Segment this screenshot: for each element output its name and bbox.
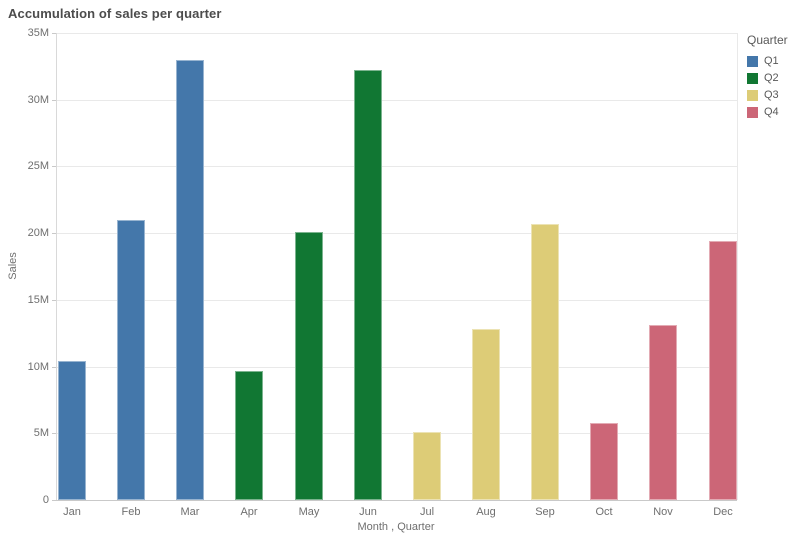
legend-swatch-q2 bbox=[747, 73, 758, 84]
legend-label-q2: Q2 bbox=[764, 72, 779, 84]
x-tick-label-feb: Feb bbox=[121, 506, 141, 518]
legend-label-q3: Q3 bbox=[764, 89, 779, 101]
y-axis-tick-35m bbox=[52, 33, 56, 34]
y-tick-label-20m: 20M bbox=[27, 227, 49, 239]
x-tick-label-oct: Oct bbox=[595, 506, 613, 518]
y-axis-tick-30m bbox=[52, 100, 56, 101]
y-axis-tick-25m bbox=[52, 166, 56, 167]
x-tick-label-jan: Jan bbox=[63, 506, 81, 518]
y-axis-tick-0 bbox=[52, 500, 56, 501]
y-axis-title: Sales bbox=[7, 252, 19, 280]
legend-item-q1[interactable]: Q1 bbox=[747, 56, 797, 67]
bar-jan[interactable] bbox=[58, 361, 86, 500]
x-tick-label-dec: Dec bbox=[713, 506, 733, 518]
y-tick-label-35m: 35M bbox=[27, 27, 49, 39]
gridline-0 bbox=[56, 500, 737, 501]
x-axis-title: Month , Quarter bbox=[357, 521, 435, 533]
y-axis-tick-10m bbox=[52, 367, 56, 368]
legend-item-q3[interactable]: Q3 bbox=[747, 90, 797, 101]
legend-swatch-q1 bbox=[747, 56, 758, 67]
legend-item-q4[interactable]: Q4 bbox=[747, 107, 797, 118]
gridline-35m bbox=[56, 33, 737, 34]
legend-title: Quarter bbox=[747, 33, 788, 47]
bar-sep[interactable] bbox=[531, 224, 559, 500]
x-tick-label-apr: Apr bbox=[240, 506, 258, 518]
bar-nov[interactable] bbox=[649, 325, 677, 500]
gridline-20m bbox=[56, 233, 737, 234]
y-tick-label-30m: 30M bbox=[27, 94, 49, 106]
legend-swatch-q4 bbox=[747, 107, 758, 118]
gridline-25m bbox=[56, 166, 737, 167]
gridline-15m bbox=[56, 300, 737, 301]
plot-right-border bbox=[737, 33, 738, 500]
legend-label-q1: Q1 bbox=[764, 55, 779, 67]
bar-oct[interactable] bbox=[590, 423, 618, 500]
y-tick-label-5m: 5M bbox=[33, 427, 49, 439]
legend-items: Q1 Q2 Q3 Q4 bbox=[747, 56, 797, 118]
bar-mar[interactable] bbox=[176, 60, 204, 500]
legend-item-q2[interactable]: Q2 bbox=[747, 73, 797, 84]
bar-dec[interactable] bbox=[709, 241, 737, 500]
bar-jul[interactable] bbox=[413, 432, 441, 500]
gridline-30m bbox=[56, 100, 737, 101]
legend-swatch-q3 bbox=[747, 90, 758, 101]
x-tick-label-nov: Nov bbox=[653, 506, 673, 518]
y-axis-tick-5m bbox=[52, 433, 56, 434]
bar-may[interactable] bbox=[295, 232, 323, 500]
y-tick-label-0: 0 bbox=[42, 494, 49, 506]
x-tick-label-mar: Mar bbox=[180, 506, 200, 518]
y-tick-label-15m: 15M bbox=[27, 294, 49, 306]
legend-label-q4: Q4 bbox=[764, 106, 779, 118]
gridline-5m bbox=[56, 433, 737, 434]
y-axis-line bbox=[56, 33, 57, 500]
x-tick-label-may: May bbox=[298, 506, 320, 518]
bar-jun[interactable] bbox=[354, 70, 382, 500]
bar-aug[interactable] bbox=[472, 329, 500, 500]
chart-title: Accumulation of sales per quarter bbox=[8, 6, 222, 21]
x-tick-label-sep: Sep bbox=[535, 506, 555, 518]
bar-apr[interactable] bbox=[235, 371, 263, 500]
y-axis-tick-20m bbox=[52, 233, 56, 234]
y-axis-tick-15m bbox=[52, 300, 56, 301]
y-tick-label-25m: 25M bbox=[27, 160, 49, 172]
gridline-10m bbox=[56, 367, 737, 368]
x-tick-label-aug: Aug bbox=[476, 506, 496, 518]
x-tick-label-jul: Jul bbox=[419, 506, 435, 518]
legend: Quarter Q1 Q2 Q3 Q4 bbox=[747, 33, 797, 124]
y-tick-label-10m: 10M bbox=[27, 361, 49, 373]
x-tick-label-jun: Jun bbox=[359, 506, 377, 518]
bar-feb[interactable] bbox=[117, 220, 145, 500]
